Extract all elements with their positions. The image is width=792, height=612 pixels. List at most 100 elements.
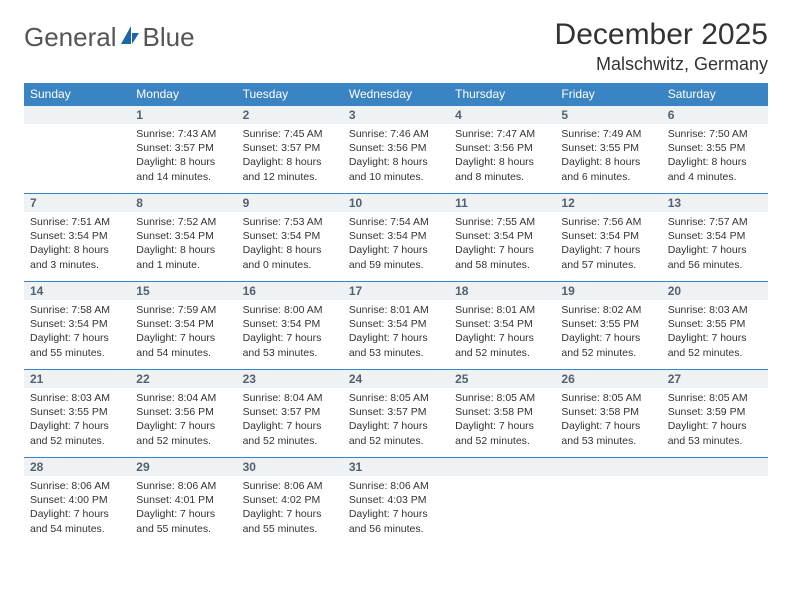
location-label: Malschwitz, Germany <box>555 54 768 75</box>
day-number: 20 <box>662 282 768 300</box>
sunset-text: Sunset: 3:57 PM <box>243 405 337 419</box>
daylight-line1: Daylight: 7 hours <box>30 419 124 433</box>
sunrise-text: Sunrise: 8:01 AM <box>349 303 443 317</box>
daylight-line2: and 52 minutes. <box>136 434 230 448</box>
page-title: December 2025 <box>555 18 768 52</box>
day-details: Sunrise: 8:00 AMSunset: 3:54 PMDaylight:… <box>237 300 343 366</box>
sunrise-text: Sunrise: 8:02 AM <box>561 303 655 317</box>
sunrise-text: Sunrise: 8:06 AM <box>136 479 230 493</box>
daylight-line2: and 53 minutes. <box>561 434 655 448</box>
calendar-day-cell: 15Sunrise: 7:59 AMSunset: 3:54 PMDayligh… <box>130 282 236 370</box>
day-number: 8 <box>130 194 236 212</box>
sunrise-text: Sunrise: 7:59 AM <box>136 303 230 317</box>
calendar-day-cell: 5Sunrise: 7:49 AMSunset: 3:55 PMDaylight… <box>555 106 661 194</box>
daylight-line1: Daylight: 8 hours <box>136 243 230 257</box>
sunrise-text: Sunrise: 8:00 AM <box>243 303 337 317</box>
day-details: Sunrise: 8:04 AMSunset: 3:57 PMDaylight:… <box>237 388 343 454</box>
daylight-line1: Daylight: 7 hours <box>455 243 549 257</box>
sunrise-text: Sunrise: 7:58 AM <box>30 303 124 317</box>
sunrise-text: Sunrise: 8:01 AM <box>455 303 549 317</box>
empty-day-head <box>555 458 661 476</box>
sunrise-text: Sunrise: 7:50 AM <box>668 127 762 141</box>
calendar-day-cell: 4Sunrise: 7:47 AMSunset: 3:56 PMDaylight… <box>449 106 555 194</box>
weekday-header: Thursday <box>449 83 555 106</box>
daylight-line1: Daylight: 7 hours <box>243 507 337 521</box>
sunset-text: Sunset: 3:56 PM <box>136 405 230 419</box>
sunrise-text: Sunrise: 7:56 AM <box>561 215 655 229</box>
sunset-text: Sunset: 4:02 PM <box>243 493 337 507</box>
daylight-line2: and 1 minute. <box>136 258 230 272</box>
calendar-day-cell: 13Sunrise: 7:57 AMSunset: 3:54 PMDayligh… <box>662 194 768 282</box>
daylight-line2: and 52 minutes. <box>561 346 655 360</box>
day-details: Sunrise: 8:03 AMSunset: 3:55 PMDaylight:… <box>24 388 130 454</box>
calendar-day-cell: 11Sunrise: 7:55 AMSunset: 3:54 PMDayligh… <box>449 194 555 282</box>
day-number: 29 <box>130 458 236 476</box>
sunset-text: Sunset: 3:54 PM <box>30 229 124 243</box>
sunrise-text: Sunrise: 8:03 AM <box>668 303 762 317</box>
sunrise-text: Sunrise: 8:05 AM <box>349 391 443 405</box>
day-number: 28 <box>24 458 130 476</box>
sunset-text: Sunset: 4:03 PM <box>349 493 443 507</box>
day-details: Sunrise: 7:58 AMSunset: 3:54 PMDaylight:… <box>24 300 130 366</box>
sunset-text: Sunset: 3:54 PM <box>455 317 549 331</box>
calendar-empty-cell <box>24 106 130 194</box>
calendar-day-cell: 27Sunrise: 8:05 AMSunset: 3:59 PMDayligh… <box>662 370 768 458</box>
calendar-day-cell: 29Sunrise: 8:06 AMSunset: 4:01 PMDayligh… <box>130 458 236 546</box>
day-number: 9 <box>237 194 343 212</box>
day-details: Sunrise: 7:54 AMSunset: 3:54 PMDaylight:… <box>343 212 449 278</box>
sunset-text: Sunset: 3:55 PM <box>30 405 124 419</box>
day-details: Sunrise: 7:50 AMSunset: 3:55 PMDaylight:… <box>662 124 768 190</box>
sunset-text: Sunset: 3:58 PM <box>455 405 549 419</box>
daylight-line1: Daylight: 7 hours <box>30 331 124 345</box>
day-details: Sunrise: 7:56 AMSunset: 3:54 PMDaylight:… <box>555 212 661 278</box>
daylight-line1: Daylight: 7 hours <box>136 331 230 345</box>
day-number: 30 <box>237 458 343 476</box>
sunrise-text: Sunrise: 7:45 AM <box>243 127 337 141</box>
day-number: 31 <box>343 458 449 476</box>
sunset-text: Sunset: 4:00 PM <box>30 493 124 507</box>
sunrise-text: Sunrise: 7:46 AM <box>349 127 443 141</box>
empty-day-head <box>662 458 768 476</box>
calendar-empty-cell <box>555 458 661 546</box>
calendar-week-row: 1Sunrise: 7:43 AMSunset: 3:57 PMDaylight… <box>24 106 768 194</box>
sunset-text: Sunset: 3:54 PM <box>455 229 549 243</box>
weekday-header: Wednesday <box>343 83 449 106</box>
calendar-day-cell: 7Sunrise: 7:51 AMSunset: 3:54 PMDaylight… <box>24 194 130 282</box>
calendar-day-cell: 3Sunrise: 7:46 AMSunset: 3:56 PMDaylight… <box>343 106 449 194</box>
daylight-line1: Daylight: 7 hours <box>561 243 655 257</box>
daylight-line2: and 4 minutes. <box>668 170 762 184</box>
day-details: Sunrise: 8:03 AMSunset: 3:55 PMDaylight:… <box>662 300 768 366</box>
day-number: 7 <box>24 194 130 212</box>
calendar-day-cell: 25Sunrise: 8:05 AMSunset: 3:58 PMDayligh… <box>449 370 555 458</box>
calendar-day-cell: 24Sunrise: 8:05 AMSunset: 3:57 PMDayligh… <box>343 370 449 458</box>
daylight-line1: Daylight: 8 hours <box>668 155 762 169</box>
daylight-line1: Daylight: 7 hours <box>243 331 337 345</box>
daylight-line2: and 57 minutes. <box>561 258 655 272</box>
day-number: 18 <box>449 282 555 300</box>
logo: General Blue <box>24 22 195 53</box>
sunset-text: Sunset: 3:55 PM <box>561 141 655 155</box>
calendar-day-cell: 28Sunrise: 8:06 AMSunset: 4:00 PMDayligh… <box>24 458 130 546</box>
day-details: Sunrise: 7:43 AMSunset: 3:57 PMDaylight:… <box>130 124 236 190</box>
calendar-day-cell: 21Sunrise: 8:03 AMSunset: 3:55 PMDayligh… <box>24 370 130 458</box>
day-details: Sunrise: 7:47 AMSunset: 3:56 PMDaylight:… <box>449 124 555 190</box>
daylight-line2: and 55 minutes. <box>30 346 124 360</box>
sunset-text: Sunset: 3:57 PM <box>243 141 337 155</box>
day-details: Sunrise: 7:51 AMSunset: 3:54 PMDaylight:… <box>24 212 130 278</box>
empty-day-head <box>449 458 555 476</box>
sunset-text: Sunset: 3:54 PM <box>349 229 443 243</box>
day-number: 12 <box>555 194 661 212</box>
sunrise-text: Sunrise: 8:05 AM <box>668 391 762 405</box>
day-number: 4 <box>449 106 555 124</box>
calendar-day-cell: 8Sunrise: 7:52 AMSunset: 3:54 PMDaylight… <box>130 194 236 282</box>
daylight-line2: and 59 minutes. <box>349 258 443 272</box>
weekday-header: Monday <box>130 83 236 106</box>
sunrise-text: Sunrise: 8:06 AM <box>349 479 443 493</box>
sunrise-text: Sunrise: 7:49 AM <box>561 127 655 141</box>
sunset-text: Sunset: 3:57 PM <box>349 405 443 419</box>
daylight-line2: and 14 minutes. <box>136 170 230 184</box>
daylight-line1: Daylight: 7 hours <box>668 243 762 257</box>
calendar-day-cell: 14Sunrise: 7:58 AMSunset: 3:54 PMDayligh… <box>24 282 130 370</box>
daylight-line1: Daylight: 7 hours <box>349 507 443 521</box>
day-number: 13 <box>662 194 768 212</box>
